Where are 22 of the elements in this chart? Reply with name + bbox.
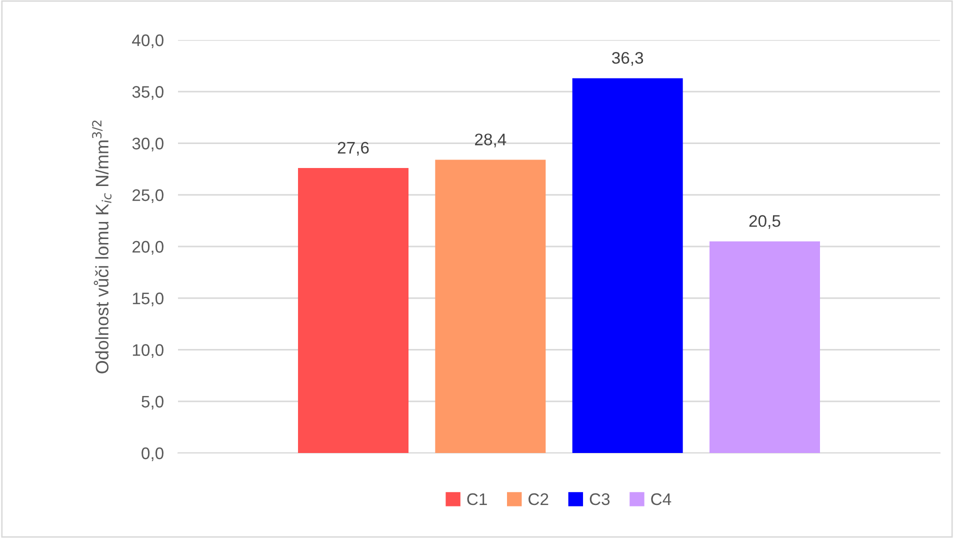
y-tick-label: 25,0 xyxy=(132,189,164,204)
data-label: 28,4 xyxy=(475,134,506,148)
data-label: 36,3 xyxy=(612,52,644,66)
legend-label: C4 xyxy=(651,493,672,506)
bar xyxy=(572,78,683,453)
legend-label: C2 xyxy=(528,493,548,506)
y-tick-label: 20,0 xyxy=(132,240,164,255)
data-label: 27,6 xyxy=(338,142,369,156)
y-tick-label: 15,0 xyxy=(132,292,164,306)
bar xyxy=(298,168,409,453)
legend-label: C1 xyxy=(467,493,487,506)
y-axis-title: Odolnost vůči lomu K$_{ic}$ N/mm$^{3/2}$ xyxy=(92,120,112,374)
y-tick-label: 10,0 xyxy=(132,344,164,358)
y-tick-label: 40,0 xyxy=(132,34,164,48)
legend-label: C3 xyxy=(590,493,610,506)
data-label: 20,5 xyxy=(749,215,780,229)
bar xyxy=(435,160,546,453)
y-tick-label: 5,0 xyxy=(142,396,164,410)
y-tick-label: 35,0 xyxy=(132,86,164,100)
bar xyxy=(709,241,820,453)
y-tick-label: 0,0 xyxy=(142,447,164,462)
y-tick-label: 30,0 xyxy=(132,138,164,152)
